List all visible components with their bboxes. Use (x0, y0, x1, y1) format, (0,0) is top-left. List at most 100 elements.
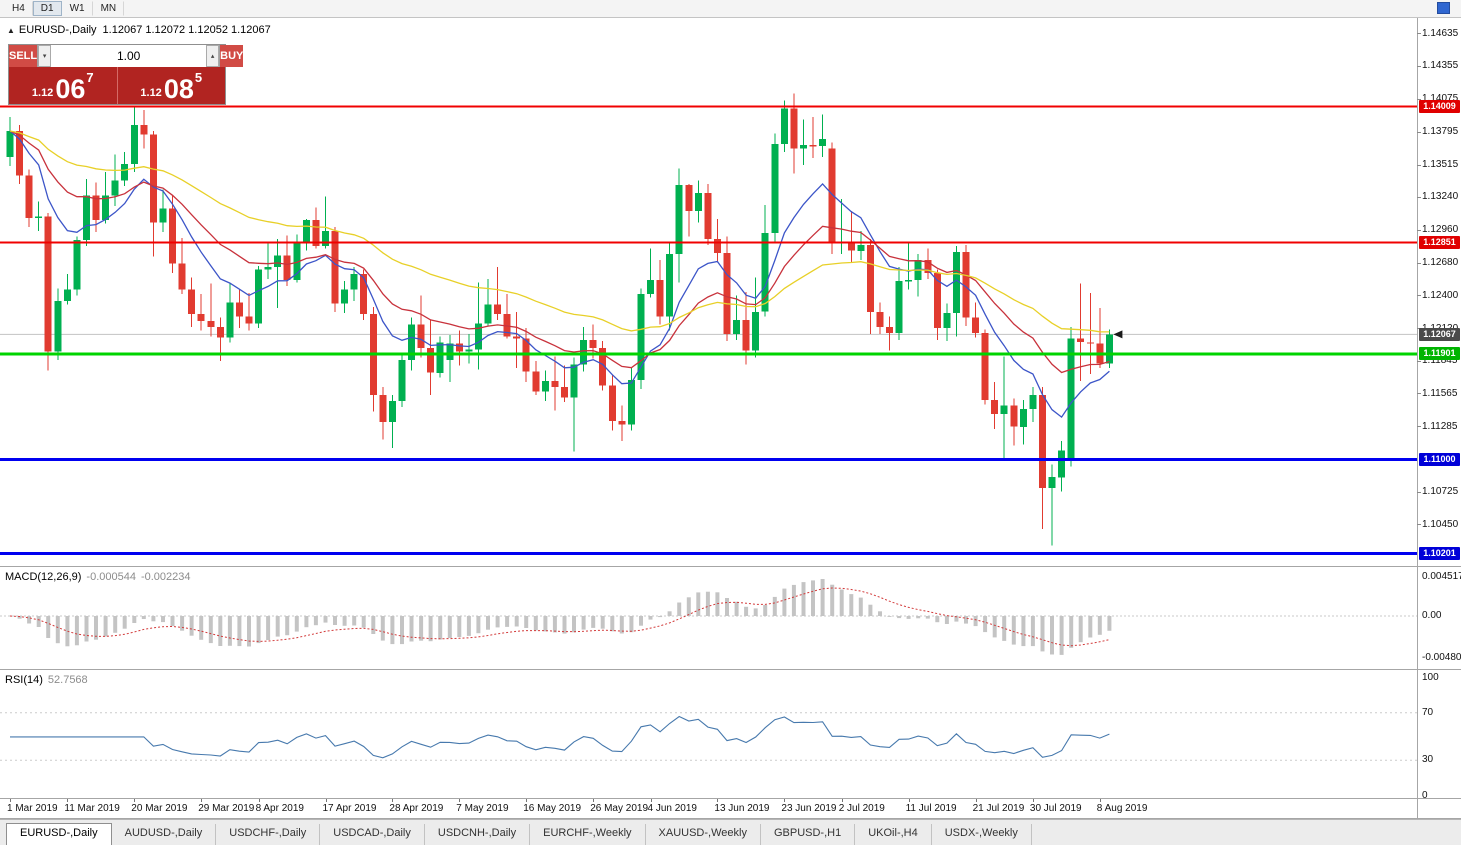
date-label: 28 Apr 2019 (389, 803, 444, 814)
date-label: 11 Jul 2019 (905, 803, 957, 814)
sell-price-sup: 7 (86, 70, 94, 85)
macd-axis-zero: 0.00 (1422, 610, 1442, 621)
date-tick (201, 799, 203, 802)
panel-separator (0, 818, 1461, 819)
tab-usdx-weekly[interactable]: USDX-,Weekly (932, 824, 1032, 845)
date-label: 2 Jul 2019 (838, 803, 885, 814)
last-price-arrow-icon (1113, 330, 1123, 339)
price-axis-separator (1417, 18, 1418, 818)
buy-price-sup: 5 (194, 70, 203, 85)
volume-group: ▾ ▴ (37, 45, 221, 67)
date-tick (1032, 799, 1034, 802)
ohlc-values: 1.12067 1.12072 1.12052 1.12067 (102, 24, 271, 36)
sell-button[interactable]: SELL (9, 45, 38, 67)
date-tick (784, 799, 786, 802)
macd-indicator (0, 579, 1417, 655)
tab-xauusd-weekly[interactable]: XAUUSD-,Weekly (646, 824, 761, 845)
date-tick (134, 799, 136, 802)
timeframe-button-w1[interactable]: W1 (62, 1, 93, 16)
macd-axis-min: -0.004806 (1422, 652, 1461, 663)
sell-price-big: 06 (55, 74, 86, 104)
panel-separator (0, 798, 1461, 799)
volume-decrease-button[interactable]: ▾ (38, 45, 52, 67)
date-label: 1 Mar 2019 (7, 803, 58, 814)
date-tick (1099, 799, 1101, 802)
date-axis[interactable]: 1 Mar 2019 11 Mar 2019 20 Mar 2019 29 Mar 2… (0, 799, 1417, 818)
date-tick (459, 799, 461, 802)
date-label: 11 Mar 2019 (64, 803, 120, 814)
date-tick (717, 799, 719, 802)
date-tick (67, 799, 69, 802)
ma-20-line (9, 130, 1110, 374)
rsi-axis-70: 70 (1422, 707, 1434, 718)
date-tick (10, 799, 11, 802)
date-label: 8 Aug 2019 (1096, 803, 1148, 814)
rsi-name: RSI(14) (5, 674, 43, 686)
date-label: 23 Jun 2019 (781, 803, 837, 814)
date-label: 16 May 2019 (523, 803, 582, 814)
date-tick (593, 799, 595, 802)
timeframe-button-h4[interactable]: H4 (4, 1, 33, 16)
tab-audusd-daily[interactable]: AUDUSD-,Daily (112, 824, 217, 845)
date-tick (392, 799, 394, 802)
volume-input[interactable] (51, 45, 207, 67)
date-tick (325, 799, 327, 802)
macd-name: MACD(12,26,9) (5, 571, 82, 583)
date-label: 4 Jun 2019 (647, 803, 698, 814)
panel-separator[interactable] (0, 669, 1461, 670)
buy-button[interactable]: BUY (220, 45, 244, 67)
timeframe-button-d1[interactable]: D1 (32, 1, 62, 16)
candlesticks (6, 93, 1113, 546)
rsi-axis-100: 100 (1422, 672, 1439, 683)
date-label: 21 Jul 2019 (972, 803, 1025, 814)
date-label: 13 Jun 2019 (714, 803, 770, 814)
collapse-arrow-icon[interactable]: ▲ (7, 26, 15, 35)
date-label: 30 Jul 2019 (1029, 803, 1082, 814)
macd-label: MACD(12,26,9) -0.000544 -0.002234 (5, 571, 191, 583)
tab-ukoil-h4[interactable]: UKOil-,H4 (855, 824, 932, 845)
rsi-axis-0: 0 (1422, 790, 1428, 801)
timeframe-toolbar: H4 D1 W1 MN (0, 0, 1461, 18)
tab-eurchf-weekly[interactable]: EURCHF-,Weekly (530, 824, 646, 845)
date-label: 7 May 2019 (456, 803, 509, 814)
tab-usdcad-daily[interactable]: USDCAD-,Daily (320, 824, 425, 845)
rsi-axis-30: 30 (1422, 754, 1434, 765)
date-tick (650, 799, 652, 802)
volume-increase-button[interactable]: ▴ (206, 45, 220, 67)
date-label: 17 Apr 2019 (322, 803, 377, 814)
tab-gbpusd-h1[interactable]: GBPUSD-,H1 (761, 824, 856, 845)
ma-45-line (9, 130, 1110, 333)
chart-window-icon (1437, 2, 1450, 14)
symbol-title: EURUSD-,Daily (18, 24, 97, 36)
horizontal-level-lines[interactable] (0, 105, 1417, 555)
tab-usdcnh-daily[interactable]: USDCNH-,Daily (425, 824, 531, 845)
sell-price-prefix: 1.12 (31, 87, 54, 99)
macd-signal-value: -0.002234 (140, 571, 191, 583)
rsi-indicator (0, 712, 1417, 761)
buy-price[interactable]: 1.12 08 5 (116, 67, 226, 104)
rsi-label: RSI(14) 52.7568 (5, 674, 88, 686)
date-tick (258, 799, 260, 802)
macd-main-value: -0.000544 (86, 571, 136, 583)
date-label: 20 Mar 2019 (131, 803, 188, 814)
chart-tabs-bar: EURUSD-,Daily AUDUSD-,Daily USDCHF-,Daily U… (0, 819, 1461, 845)
date-tick (908, 799, 910, 802)
chart-title: ▲ EURUSD-,Daily 1.12067 1.12072 1.12052 1.… (7, 24, 271, 36)
timeframe-buttons: H4 D1 W1 MN (4, 1, 125, 16)
date-tick (841, 799, 843, 802)
buy-price-big: 08 (163, 74, 194, 104)
bid-ask-prices: 1.12 06 7 1.12 08 5 (9, 67, 225, 104)
panel-separator[interactable] (0, 566, 1461, 567)
sell-price[interactable]: 1.12 06 7 (9, 67, 117, 104)
tab-usdchf-daily[interactable]: USDCHF-,Daily (216, 824, 321, 845)
timeframe-button-mn[interactable]: MN (93, 1, 125, 16)
rsi-value: 52.7568 (47, 674, 88, 686)
tab-eurusd-daily[interactable]: EURUSD-,Daily (6, 823, 112, 845)
date-label: 8 Apr 2019 (255, 803, 304, 814)
date-label: 29 Mar 2019 (198, 803, 255, 814)
macd-axis-max: 0.004517 (1422, 571, 1461, 582)
date-tick (526, 799, 528, 802)
